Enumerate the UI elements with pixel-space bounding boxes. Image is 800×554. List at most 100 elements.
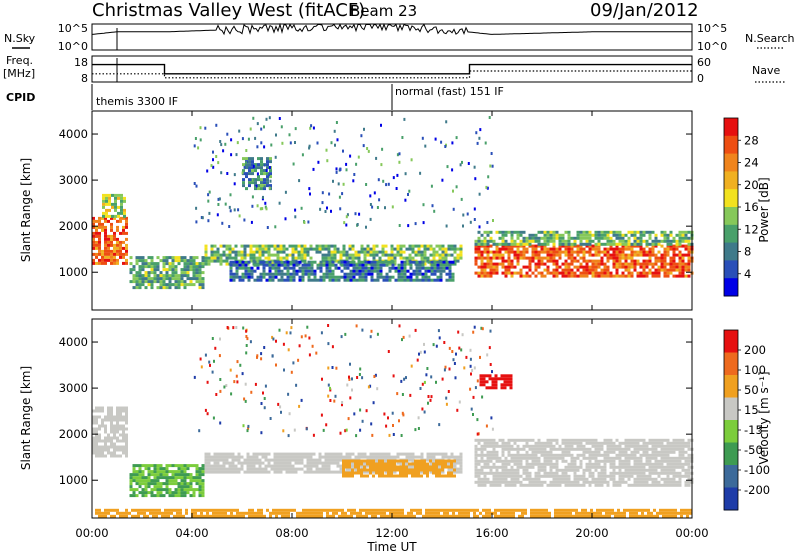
data-cell (95, 451, 98, 455)
data-cell (122, 430, 125, 434)
data-cell (552, 242, 556, 246)
data-cell (573, 239, 577, 243)
data-cell (397, 263, 401, 267)
data-cell (150, 280, 154, 284)
data-cell (645, 456, 649, 460)
data-cell (171, 262, 175, 266)
data-cell (348, 256, 352, 260)
data-cell (441, 465, 444, 469)
data-cell (242, 169, 245, 173)
data-cell (660, 441, 664, 445)
data-cell (564, 242, 568, 246)
data-cell (255, 247, 259, 251)
data-cell (120, 211, 123, 215)
data-cell (101, 255, 104, 259)
data-cell (285, 470, 289, 474)
data-cell (92, 234, 95, 238)
data-cell (474, 453, 478, 457)
data-cell (156, 479, 160, 483)
data-cell (408, 464, 412, 468)
nave-ytick-top: 60 (697, 56, 711, 69)
data-cell (510, 459, 514, 463)
data-cell (570, 447, 574, 451)
data-cell (474, 471, 478, 475)
data-cell (300, 244, 304, 248)
data-cell (409, 272, 413, 276)
data-cell (654, 242, 658, 246)
data-cell (663, 444, 667, 448)
data-cell (252, 467, 256, 471)
data-cell (229, 193, 232, 197)
data-cell (414, 222, 417, 226)
data-cell (603, 474, 607, 478)
data-cell (684, 471, 688, 475)
data-cell (482, 514, 485, 518)
data-cell (285, 452, 289, 456)
data-cell (281, 508, 284, 512)
data-cell (237, 461, 241, 465)
data-cell (243, 165, 246, 169)
data-cell (621, 453, 625, 457)
data-cell (399, 253, 403, 257)
data-cell (271, 263, 275, 267)
data-cell (320, 514, 323, 518)
data-cell (558, 447, 562, 451)
data-cell (585, 259, 589, 263)
data-cell (576, 253, 580, 257)
data-cell (432, 462, 435, 466)
data-cell (165, 259, 169, 263)
data-cell (666, 242, 670, 246)
data-cell (132, 286, 136, 290)
data-cell (630, 250, 634, 254)
data-cell (156, 467, 160, 471)
data-cell (510, 477, 514, 481)
data-cell (330, 470, 334, 474)
data-cell (597, 239, 601, 243)
data-cell (98, 451, 101, 455)
data-cell (684, 444, 688, 448)
data-cell (357, 462, 360, 466)
data-cell (274, 263, 278, 267)
data-cell (174, 479, 178, 483)
data-cell (480, 265, 484, 269)
data-cell (98, 237, 101, 241)
data-cell (417, 468, 420, 472)
data-cell (582, 256, 586, 260)
power-colorbar-swatch (724, 153, 738, 172)
data-cell (674, 511, 677, 515)
data-cell (408, 471, 411, 475)
data-cell (284, 217, 287, 221)
data-cell (525, 265, 529, 269)
data-cell (279, 250, 283, 254)
data-cell (201, 473, 205, 477)
data-cell (232, 272, 236, 276)
data-cell (104, 216, 107, 220)
data-cell (579, 265, 583, 269)
data-cell (456, 455, 460, 459)
data-cell (504, 230, 508, 234)
data-cell (476, 141, 479, 145)
data-cell (321, 244, 325, 248)
data-cell (555, 274, 559, 278)
data-cell (486, 271, 490, 275)
data-cell (129, 271, 133, 275)
data-cell (603, 274, 607, 278)
data-cell (492, 268, 496, 272)
data-cell (461, 511, 464, 515)
data-cell (687, 444, 691, 448)
data-cell (536, 508, 539, 512)
data-cell (675, 239, 679, 243)
data-cell (297, 458, 301, 462)
data-cell (144, 491, 148, 495)
data-cell (261, 470, 265, 474)
data-cell (558, 236, 562, 240)
data-cell (192, 256, 196, 260)
data-cell (352, 266, 356, 270)
data-cell (417, 253, 421, 257)
data-cell (675, 441, 679, 445)
data-cell (369, 462, 372, 466)
data-cell (534, 441, 538, 445)
freq-label: Freq. (6, 54, 33, 67)
data-cell (453, 464, 457, 468)
data-cell (570, 483, 574, 487)
